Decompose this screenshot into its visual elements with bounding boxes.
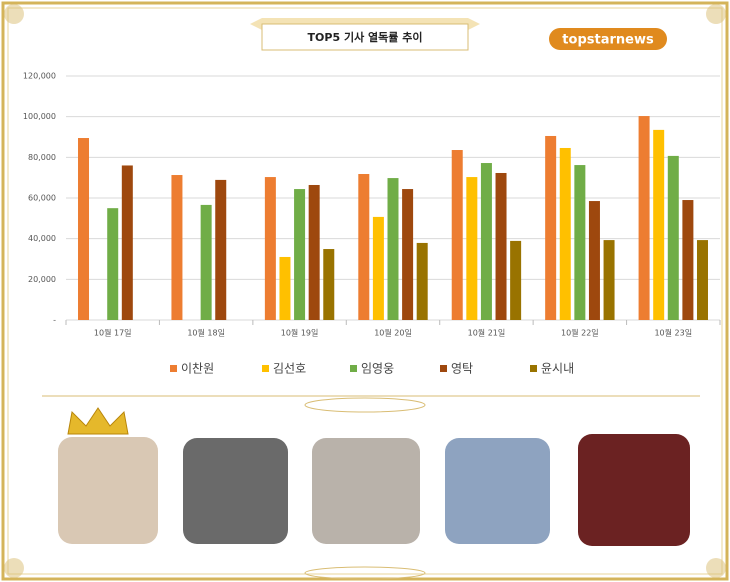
- bar: [466, 177, 478, 320]
- bar: [653, 129, 665, 320]
- x-tick-label: 10월 22일: [561, 328, 599, 338]
- bar: [294, 189, 306, 320]
- y-tick-label: -: [53, 316, 56, 325]
- bar: [171, 175, 183, 320]
- legend-label: 김선호: [273, 362, 306, 376]
- legend-label: 임영웅: [361, 362, 394, 376]
- bar: [78, 138, 90, 320]
- bar: [696, 240, 708, 320]
- bar: [279, 256, 291, 320]
- frame-inner: [7, 7, 723, 575]
- bar: [264, 177, 276, 320]
- title-ribbon: [250, 18, 480, 51]
- bar: [451, 150, 463, 320]
- bar: [358, 174, 370, 320]
- x-tick-label: 10월 17일: [94, 328, 132, 338]
- legend-swatch: [262, 365, 269, 372]
- bar: [559, 147, 571, 320]
- bar: [387, 178, 399, 320]
- bar: [121, 165, 133, 320]
- bar: [323, 249, 335, 320]
- chart-title: TOP5 기사 열독률 추이: [308, 30, 423, 44]
- bar: [308, 184, 320, 320]
- legend-label: 이찬원: [181, 361, 214, 376]
- x-tick-label: 10월 19일: [281, 328, 319, 338]
- bar: [372, 216, 384, 320]
- y-tick-label: 20,000: [28, 275, 56, 284]
- y-tick-label: 40,000: [28, 234, 56, 243]
- bar: [510, 240, 522, 320]
- bar: [667, 155, 679, 320]
- bar: [682, 200, 694, 320]
- bar: [402, 189, 414, 320]
- corner-ornaments: [4, 4, 726, 578]
- bar: [638, 116, 650, 320]
- y-tick-label: 80,000: [28, 153, 56, 162]
- bar: [588, 201, 600, 320]
- x-tick-label: 10월 18일: [187, 328, 225, 338]
- bar: [200, 204, 212, 320]
- bar: [603, 240, 615, 320]
- x-tick-label: 10월 20일: [374, 328, 412, 338]
- bar: [480, 163, 492, 320]
- photos: [58, 434, 690, 546]
- bar: [416, 242, 428, 320]
- bar: [495, 172, 507, 320]
- bar: [545, 135, 557, 320]
- x-tick-label: 10월 23일: [654, 328, 692, 338]
- y-tick-label: 120,000: [23, 72, 56, 81]
- y-tick-label: 100,000: [23, 112, 56, 121]
- crown: [67, 407, 129, 435]
- brand-logo: topstarnews: [562, 33, 654, 48]
- bar: [107, 208, 119, 320]
- legend-label: 영탁: [451, 362, 473, 376]
- bottom-ornament: [304, 566, 426, 580]
- divider-ornament: [304, 397, 426, 413]
- legend-swatch: [170, 365, 177, 372]
- y-tick-label: 60,000: [28, 194, 56, 203]
- brand-badge: [549, 28, 667, 50]
- bar: [215, 179, 227, 320]
- x-tick-label: 10월 21일: [468, 328, 506, 338]
- legend-swatch: [440, 365, 447, 372]
- legend-label: 윤시내: [541, 362, 574, 376]
- legend-swatch: [350, 365, 357, 372]
- bar: [574, 165, 586, 320]
- legend-swatch: [530, 365, 537, 372]
